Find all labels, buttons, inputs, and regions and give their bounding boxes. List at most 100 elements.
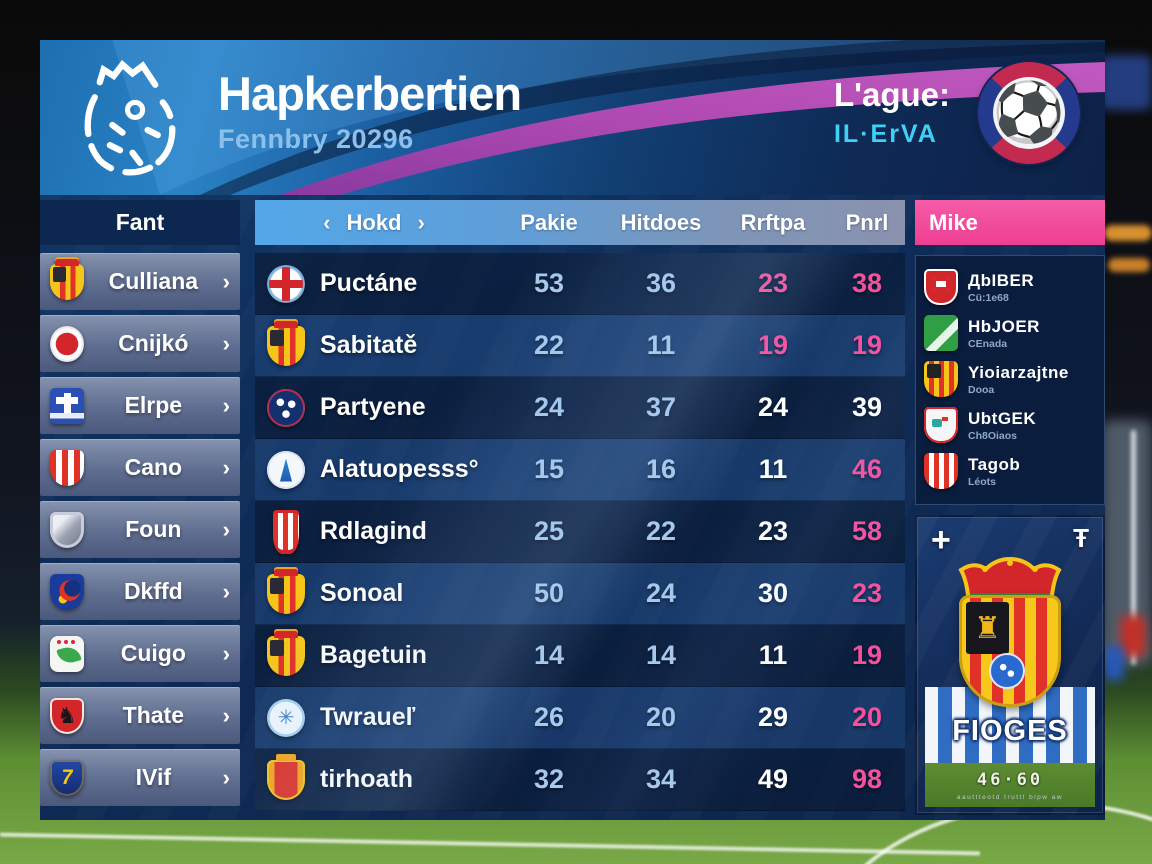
promo-score: 46·60 [976, 769, 1044, 790]
mini-item-name: Yioiarzajtne [968, 362, 1069, 382]
goalpost-blur [1131, 430, 1136, 665]
stat-cell: 19 [851, 330, 883, 360]
table-nav: ‹ Hokd › [255, 210, 493, 236]
club-crest-icon [273, 509, 299, 554]
league-lion-logo [84, 59, 176, 176]
sidebar-item-cnijko[interactable]: Cnijkó › [40, 315, 240, 372]
club-crest-icon [50, 573, 84, 610]
table-row[interactable]: Rdlagind 25 22 23 58 [255, 501, 905, 563]
mini-item-sub: Léots [968, 475, 997, 488]
left-sidebar-header: Fant [40, 200, 240, 245]
table-row[interactable]: Sonoal 50 24 30 23 [255, 563, 905, 625]
sidebar-item-cano[interactable]: Cano › [40, 439, 240, 496]
sidebar-item-ivif[interactable]: IVif › [40, 749, 240, 806]
player-blur [1120, 615, 1146, 657]
stat-cell: 24 [645, 578, 677, 608]
club-crest-icon [267, 388, 305, 427]
chevron-right-icon: › [222, 702, 230, 728]
player-blur [1104, 645, 1124, 681]
club-crest-icon [924, 361, 958, 397]
stat-cell: 53 [533, 268, 565, 298]
club-crest-icon [50, 697, 84, 734]
club-crest-icon [267, 573, 305, 614]
sidebar-item-thate[interactable]: Thate › [40, 687, 240, 744]
chevron-right-icon: › [222, 516, 230, 542]
flag-icon[interactable]: Ŧ [1073, 523, 1089, 553]
mini-list-item[interactable]: UbtGEK Ch8Oiaos [924, 402, 1096, 448]
stat-cell: 20 [851, 702, 883, 732]
sidebar-item-label: Cano [124, 454, 183, 480]
crowd-banner-blur [1100, 55, 1152, 110]
club-crest-icon [924, 407, 958, 443]
mini-item-sub: Ch8Oiaos [968, 429, 1018, 442]
panel-header: Hapkerbertien Fennbry 20296 L'ague: IL·E… [40, 40, 1105, 195]
left-sidebar-items: Culliana › Cnijkó › Elrpe › [40, 253, 240, 806]
stat-cell: 46 [851, 454, 883, 484]
stat-cell: 23 [757, 516, 789, 546]
table-row[interactable]: tirhoath 32 34 49 98 [255, 749, 905, 811]
table-row[interactable]: Twraueľ 26 20 29 20 [255, 687, 905, 749]
sidebar-item-cuigo[interactable]: Cuigo › [40, 625, 240, 682]
table-row[interactable]: Sabitatě 22 11 19 19 [255, 315, 905, 377]
stat-cell: 30 [757, 578, 789, 608]
sidebar-item-label: Culliana [108, 268, 199, 294]
stat-cell: 37 [645, 392, 677, 422]
team-name: Partyene [320, 393, 426, 421]
ball-emblem-icon [989, 653, 1025, 689]
sidebar-item-label: Dkffd [123, 578, 183, 604]
club-crest-icon [50, 511, 84, 548]
mini-item-name: UbtGEK [968, 408, 1037, 428]
table-rows: Puctáne 53 36 23 38 Sabitatě 22 11 19 19 [255, 253, 905, 811]
chevron-right-icon: › [222, 578, 230, 604]
stat-cell: 34 [645, 764, 677, 794]
club-crest-icon [267, 264, 305, 303]
stat-cell: 26 [533, 702, 565, 732]
sidebar-item-label: Foun [125, 516, 182, 542]
sidebar-item-label: Thate [122, 702, 184, 728]
stat-cell: 15 [533, 454, 565, 484]
sidebar-item-elrpe[interactable]: Elrpe › [40, 377, 240, 434]
table-row[interactable]: Alatuopesss° 15 16 11 46 [255, 439, 905, 501]
title-block: Hapkerbertien Fennbry 20296 [218, 66, 522, 155]
mini-item-sub: Cü:1e68 [968, 291, 1009, 304]
sidebar-item-culliana[interactable]: Culliana › [40, 253, 240, 310]
stat-cell: 11 [758, 640, 788, 670]
mini-list-item[interactable]: ДbIBER Cü:1e68 [924, 264, 1096, 310]
sidebar-item-label: Elrpe [124, 392, 183, 418]
stat-cell: 24 [757, 392, 789, 422]
table-row[interactable]: Puctáne 53 36 23 38 [255, 253, 905, 315]
stat-cell: 22 [533, 330, 565, 360]
add-button[interactable]: + [931, 521, 951, 559]
mini-item-sub: CEnada [968, 337, 1008, 350]
sidebar-item-foun[interactable]: Foun › [40, 501, 240, 558]
stat-cell: 19 [851, 640, 883, 670]
league-label: L'ague: [833, 76, 950, 113]
table-header: ‹ Hokd › Pakie Hitdoes Rrftpa Pnrl [255, 200, 905, 245]
club-crest-icon [267, 325, 305, 366]
club-crest-icon [267, 759, 305, 800]
sidebar-item-dkffd[interactable]: Dkffd › [40, 563, 240, 620]
stat-cell: 49 [757, 764, 789, 794]
right-sidebar-header: Mike [915, 200, 1105, 245]
table-row[interactable]: Bagetuin 14 14 11 19 [255, 625, 905, 687]
stat-cell: 58 [851, 516, 883, 546]
mini-item-name: HbJOER [968, 316, 1040, 336]
stat-cell: 39 [851, 392, 883, 422]
chevron-right-icon: › [222, 454, 230, 480]
nav-next-button[interactable]: › [417, 209, 425, 235]
stat-cell: 14 [533, 640, 565, 670]
league-table-panel: Hapkerbertien Fennbry 20296 L'ague: IL·E… [40, 40, 1105, 820]
chevron-right-icon: › [222, 268, 230, 294]
club-crest-icon [50, 325, 84, 362]
mini-list-item[interactable]: Tagob Léots [924, 448, 1096, 494]
nav-prev-button[interactable]: ‹ [323, 209, 331, 235]
stat-cell: 38 [851, 268, 883, 298]
team-name: Rdlagind [320, 517, 427, 545]
mini-list-item[interactable]: HbJOER CEnada [924, 310, 1096, 356]
chevron-right-icon: › [222, 330, 230, 356]
mini-item-name: ДbIBER [968, 270, 1035, 290]
team-name: tirhoath [320, 765, 414, 793]
mini-list-item[interactable]: Yioiarzajtne Dooa [924, 356, 1096, 402]
table-row[interactable]: Partyene 24 37 24 39 [255, 377, 905, 439]
